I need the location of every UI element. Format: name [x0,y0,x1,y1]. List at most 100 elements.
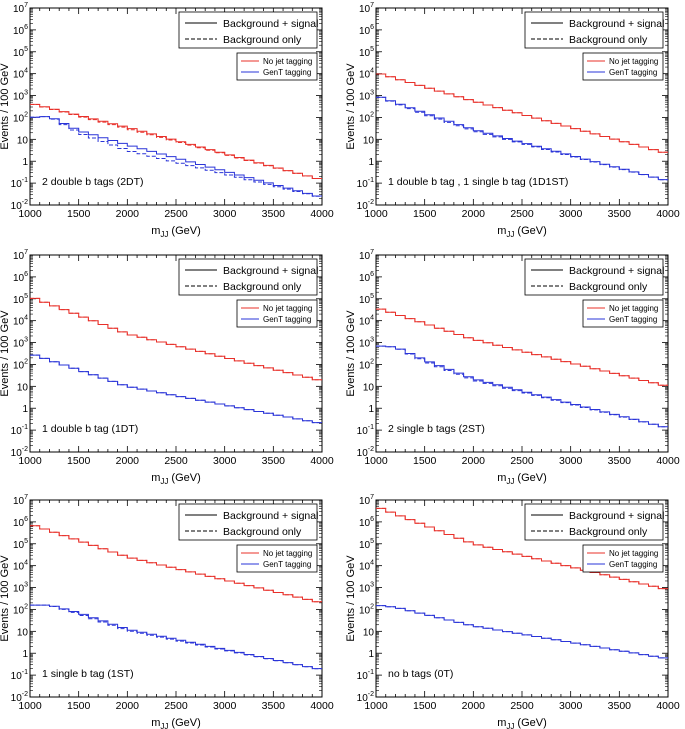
x-tick-label: 2500 [510,208,534,220]
legend-style-label: Background + signal [223,18,318,30]
legend-series-box [236,52,318,81]
legend-series-label: GenT tagging [263,560,311,569]
y-tick-label: 107 [359,2,374,15]
curves [376,73,668,181]
series-gent-tagging-signal [30,116,322,197]
y-axis-label: Events / 100 GeV [345,63,357,150]
y-tick-label: 106 [359,516,374,529]
x-tick-label: 3500 [608,455,632,467]
series-no-jet-tagging-background [30,525,322,603]
y-tick-label: 102 [13,358,28,371]
y-tick-label: 107 [359,494,374,507]
y-tick-label: 103 [359,582,374,595]
x-tick-label: 1000 [364,208,388,220]
y-tick-label: 104 [359,560,374,573]
curves [376,308,668,428]
y-tick-label: 107 [13,249,28,262]
x-axis-label: mJJ (GeV) [497,225,547,239]
y-tick-label: 106 [13,24,28,37]
x-tick-label: 2500 [164,700,188,712]
y-tick-label: 106 [13,271,28,284]
x-tick-label: 2500 [164,208,188,220]
legend-style-label: Background only [223,526,302,538]
legend-style-label: Background + signal [223,510,318,522]
y-tick-label: 105 [359,538,374,551]
legend-series-label: GenT tagging [609,315,657,324]
x-tick-label: 3000 [559,208,583,220]
x-tick-label: 2000 [462,208,486,220]
x-axis-label: mJJ (GeV) [497,472,547,486]
legend-style-label: Background only [223,34,302,46]
series-gent-tagging-background [30,604,322,670]
panel-1d1st: 1000 1500 2000 2500 3000 3500 4000 10-2 10-1 1 10 1… [345,2,680,239]
legend-series-label: No jet tagging [263,57,312,66]
y-tick-label: 105 [359,293,374,306]
x-tick-label: 2000 [116,455,140,467]
y-tick-label: 102 [13,603,28,616]
y-tick-label: 105 [359,46,374,59]
x-tick-label: 1500 [67,700,91,712]
legend-style-label: Background + signal [569,18,664,30]
y-tick-label: 102 [359,111,374,124]
series-gent-tagging-background [376,345,668,428]
y-axis-label: Events / 100 GeV [0,310,11,397]
y-tick-label: 1 [368,404,374,415]
series-gent-tagging-background [376,96,668,181]
y-tick-label: 102 [359,358,374,371]
y-tick-label: 103 [13,582,28,595]
y-tick-label: 106 [13,516,28,529]
x-tick-label: 3500 [262,455,286,467]
legend-series-label: No jet tagging [263,549,312,558]
y-tick-label: 10-2 [11,446,28,459]
panel-label: 1 double b tag (1DT) [42,423,138,435]
x-tick-label: 1500 [67,208,91,220]
y-tick-label: 10-1 [357,177,374,190]
legend-series-box [236,299,318,328]
y-tick-label: 106 [359,24,374,37]
y-tick-label: 10 [17,135,29,146]
legend-series-label: No jet tagging [263,304,312,313]
x-tick-label: 4000 [656,455,680,467]
x-tick-label: 1000 [364,700,388,712]
y-tick-label: 103 [359,90,374,103]
series-gent-tagging-signal [30,354,322,424]
x-tick-label: 1000 [18,455,42,467]
y-tick-label: 10-2 [357,446,374,459]
legend-style-label: Background + signal [569,265,664,277]
y-tick-label: 105 [13,538,28,551]
y-axis-label: Events / 100 GeV [345,555,357,642]
y-tick-label: 103 [359,337,374,350]
y-tick-label: 107 [359,249,374,262]
y-tick-label: 10-1 [357,669,374,682]
x-tick-label: 3500 [262,208,286,220]
legend-style-box [178,503,318,541]
series-no-jet-tagging-background [376,507,668,590]
y-tick-label: 10-1 [11,669,28,682]
legend-style-box [524,258,664,296]
curves [376,507,668,659]
x-tick-label: 2000 [116,208,140,220]
y-tick-label: 104 [359,68,374,81]
y-tick-label: 10-1 [11,177,28,190]
legend-series-label: GenT tagging [263,68,311,77]
legend-series-label: GenT tagging [609,68,657,77]
x-tick-label: 1500 [413,700,437,712]
x-tick-label: 2000 [462,455,486,467]
panel-2st: 1000 1500 2000 2500 3000 3500 4000 10-2 10-1 1 10 1… [345,249,680,486]
legend-style-label: Background only [569,34,648,46]
x-tick-label: 2000 [462,700,486,712]
x-tick-label: 4000 [310,455,334,467]
x-tick-label: 4000 [656,700,680,712]
x-tick-label: 2500 [164,455,188,467]
panel-label: 2 double b tags (2DT) [42,176,144,188]
x-tick-label: 4000 [656,208,680,220]
y-tick-label: 10-2 [357,199,374,212]
series-no-jet-tagging-background [376,73,668,153]
y-tick-label: 103 [13,337,28,350]
panel-0t: 1000 1500 2000 2500 3000 3500 4000 10-2 10-1 1 10 1… [345,494,680,729]
x-tick-label: 3500 [608,700,632,712]
series-no-jet-tagging-background [30,104,322,179]
legend-series-label: GenT tagging [263,315,311,324]
x-tick-label: 1000 [18,700,42,712]
